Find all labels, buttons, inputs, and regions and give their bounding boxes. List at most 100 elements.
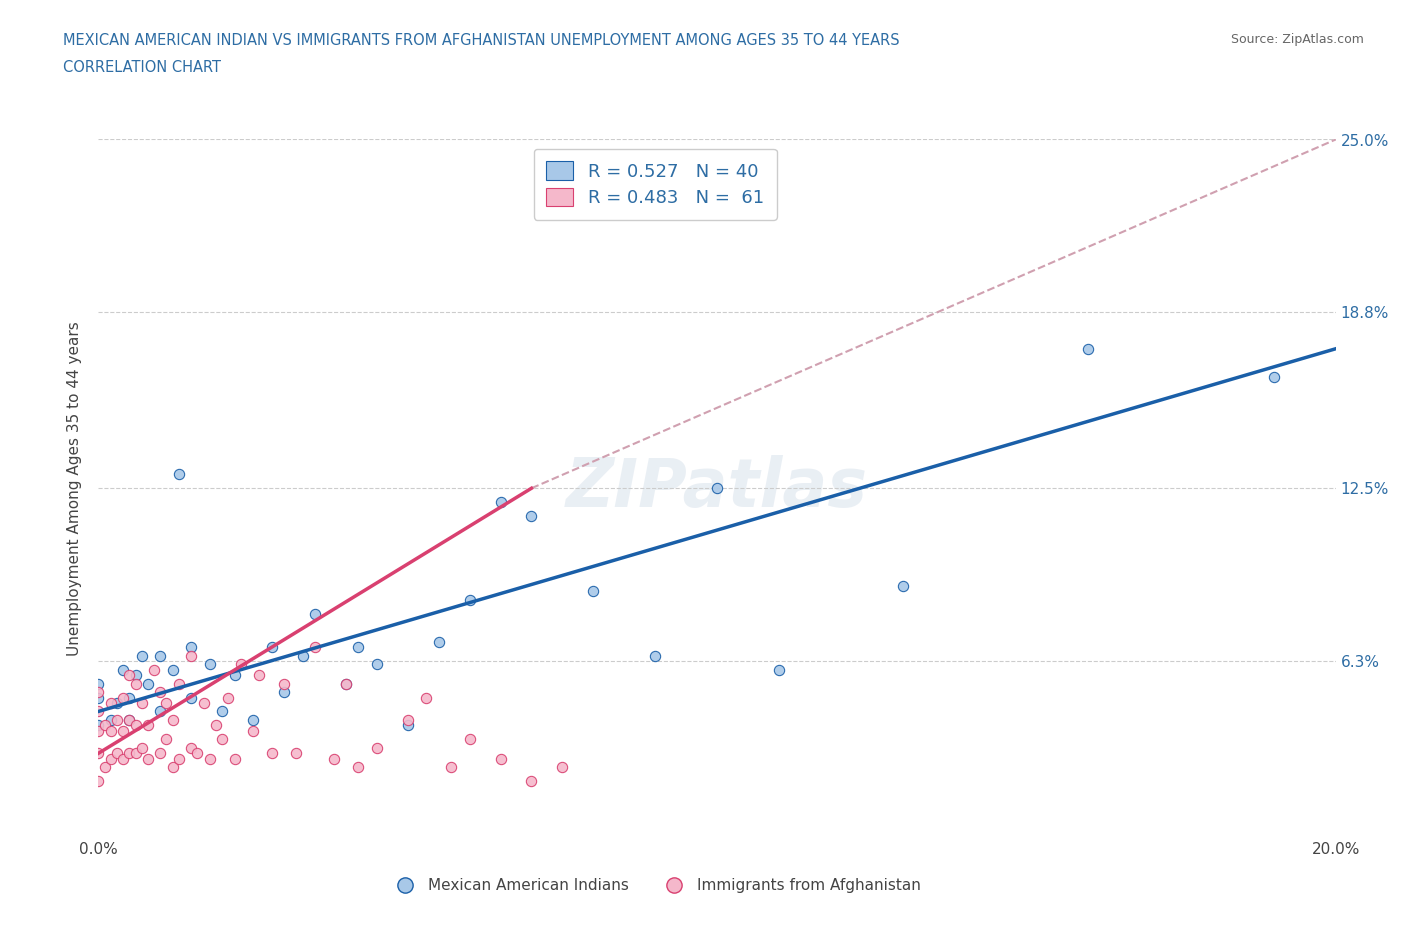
Text: MEXICAN AMERICAN INDIAN VS IMMIGRANTS FROM AFGHANISTAN UNEMPLOYMENT AMONG AGES 3: MEXICAN AMERICAN INDIAN VS IMMIGRANTS FR…: [63, 33, 900, 47]
Point: [582, 584, 605, 599]
Point: [366, 657, 388, 671]
Point: [489, 495, 512, 510]
Legend: Mexican American Indians, Immigrants from Afghanistan: Mexican American Indians, Immigrants fro…: [384, 872, 927, 899]
Point: [415, 690, 437, 705]
Point: [396, 718, 419, 733]
Point: [440, 760, 463, 775]
Point: [149, 684, 172, 699]
Text: CORRELATION CHART: CORRELATION CHART: [63, 60, 221, 75]
Point: [118, 746, 141, 761]
Point: [180, 648, 202, 663]
Point: [100, 724, 122, 738]
Point: [167, 751, 190, 766]
Point: [186, 746, 208, 761]
Point: [112, 662, 135, 677]
Point: [87, 774, 110, 789]
Point: [891, 578, 914, 593]
Point: [112, 751, 135, 766]
Point: [205, 718, 228, 733]
Point: [155, 732, 177, 747]
Point: [131, 740, 153, 755]
Point: [198, 657, 221, 671]
Point: [322, 751, 344, 766]
Point: [112, 690, 135, 705]
Point: [1263, 369, 1285, 384]
Point: [167, 676, 190, 691]
Point: [291, 648, 314, 663]
Point: [167, 467, 190, 482]
Point: [124, 746, 146, 761]
Point: [105, 746, 128, 761]
Point: [118, 690, 141, 705]
Point: [489, 751, 512, 766]
Point: [87, 690, 110, 705]
Point: [149, 746, 172, 761]
Point: [87, 676, 110, 691]
Point: [155, 696, 177, 711]
Point: [105, 712, 128, 727]
Point: [136, 751, 159, 766]
Point: [347, 640, 370, 655]
Point: [520, 774, 543, 789]
Point: [335, 676, 357, 691]
Point: [427, 634, 450, 649]
Text: ZIPatlas: ZIPatlas: [567, 456, 868, 521]
Point: [112, 724, 135, 738]
Point: [551, 760, 574, 775]
Point: [1077, 341, 1099, 356]
Point: [124, 718, 146, 733]
Point: [87, 684, 110, 699]
Point: [124, 676, 146, 691]
Point: [143, 662, 166, 677]
Point: [247, 668, 270, 683]
Point: [193, 696, 215, 711]
Point: [118, 712, 141, 727]
Point: [260, 640, 283, 655]
Point: [136, 718, 159, 733]
Point: [396, 712, 419, 727]
Point: [304, 640, 326, 655]
Text: Source: ZipAtlas.com: Source: ZipAtlas.com: [1230, 33, 1364, 46]
Point: [131, 648, 153, 663]
Point: [100, 696, 122, 711]
Point: [273, 676, 295, 691]
Point: [224, 668, 246, 683]
Point: [224, 751, 246, 766]
Point: [229, 657, 252, 671]
Point: [260, 746, 283, 761]
Point: [304, 606, 326, 621]
Point: [520, 509, 543, 524]
Point: [87, 704, 110, 719]
Point: [118, 712, 141, 727]
Point: [211, 732, 233, 747]
Point: [105, 696, 128, 711]
Point: [242, 712, 264, 727]
Point: [335, 676, 357, 691]
Point: [162, 760, 184, 775]
Point: [100, 712, 122, 727]
Point: [180, 740, 202, 755]
Point: [285, 746, 308, 761]
Point: [136, 676, 159, 691]
Point: [118, 668, 141, 683]
Point: [162, 712, 184, 727]
Point: [180, 690, 202, 705]
Point: [644, 648, 666, 663]
Point: [217, 690, 239, 705]
Point: [768, 662, 790, 677]
Point: [100, 751, 122, 766]
Point: [198, 751, 221, 766]
Point: [162, 662, 184, 677]
Point: [706, 481, 728, 496]
Point: [87, 746, 110, 761]
Point: [149, 704, 172, 719]
Point: [458, 592, 481, 607]
Point: [131, 696, 153, 711]
Point: [273, 684, 295, 699]
Point: [93, 760, 115, 775]
Point: [458, 732, 481, 747]
Y-axis label: Unemployment Among Ages 35 to 44 years: Unemployment Among Ages 35 to 44 years: [67, 321, 83, 656]
Point: [366, 740, 388, 755]
Point: [93, 718, 115, 733]
Point: [124, 668, 146, 683]
